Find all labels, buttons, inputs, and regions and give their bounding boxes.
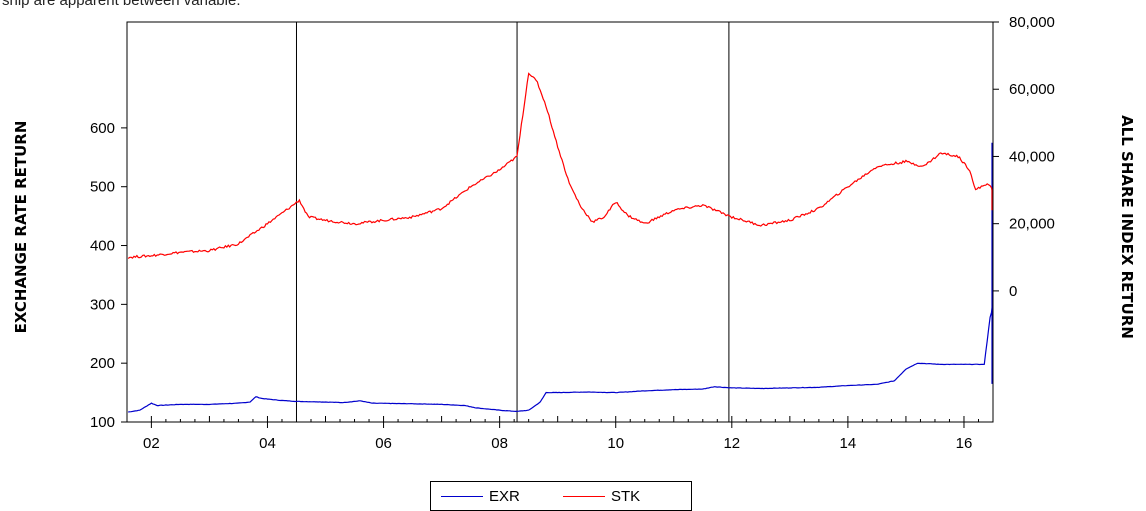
x-tick-label: 16 [956,435,973,452]
legend-swatch-exr [441,495,483,497]
x-tick-label: 02 [143,435,160,452]
left-tick-label: 400 [90,238,115,255]
x-tick-label: 12 [723,435,740,452]
series-line-exr [128,142,993,413]
legend: EXR STK [430,481,692,511]
left-tick-label: 200 [90,355,115,372]
left-tick-label: 100 [90,414,115,431]
left-tick-label: 500 [90,179,115,196]
right-tick-label: 60,000 [1009,81,1055,98]
legend-item-stk: STK [563,486,640,506]
left-tick-label: 600 [90,120,115,137]
left-tick-label: 300 [90,296,115,313]
right-tick-label: 40,000 [1009,148,1055,165]
legend-swatch-stk [563,495,605,497]
x-tick-label: 06 [375,435,392,452]
legend-item-exr: EXR [441,486,520,506]
x-tick-label: 08 [491,435,508,452]
left-axis-title: EXCHANGE RATE RETURN [12,121,30,334]
series-line-stk [127,72,993,259]
legend-label-exr: EXR [489,487,520,505]
x-tick-label: 04 [259,435,276,452]
right-tick-label: 0 [1009,283,1017,300]
right-tick-label: 20,000 [1009,216,1055,233]
x-tick-label: 10 [607,435,624,452]
legend-label-stk: STK [611,487,641,505]
caption-text: ship are apparent between variable. [2,0,241,9]
right-axis-title: ALL SHARE INDEX RETURN [1118,115,1136,339]
x-tick-label: 14 [840,435,857,452]
plot-area [126,21,994,423]
right-tick-label: 80,000 [1009,14,1055,31]
